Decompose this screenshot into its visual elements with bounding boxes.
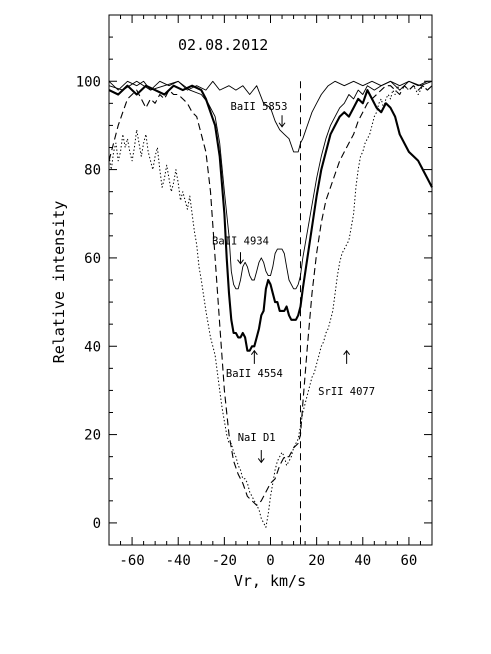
y-tick-label: 60 — [84, 251, 101, 267]
series-baii-5853 — [108, 80, 432, 153]
annotation-arrowhead-srii4077 — [343, 349, 351, 355]
series-baii-4554 — [108, 84, 433, 352]
x-tick-label: 20 — [308, 553, 325, 569]
annotations-group: BaII 5853 BaII 4934 BaII 4554 SrII 4077 NaI … — [212, 101, 375, 464]
x-tick-label: 40 — [354, 553, 371, 569]
plot-border — [108, 14, 433, 546]
x-tick-label: -20 — [212, 553, 237, 569]
series-group — [108, 80, 433, 528]
plot-frame — [108, 14, 433, 546]
annotation-arrowhead-ba4554 — [250, 349, 258, 355]
y-axis-ticks: 0 20 40 60 80 100 — [76, 36, 432, 532]
annotation-ba4554: BaII 4554 — [226, 368, 283, 380]
y-tick-label: 80 — [84, 163, 101, 179]
x-tick-label: 0 — [266, 553, 274, 569]
annotation-nad1: NaI D1 — [238, 432, 276, 444]
y-tick-label: 100 — [76, 74, 101, 90]
annotation-arrowhead-ba5853 — [278, 122, 286, 128]
annotation-arrowhead-ba4934 — [237, 259, 244, 265]
x-tick-label: -60 — [119, 553, 144, 569]
series-baii-4934 — [108, 80, 433, 290]
chart-title: 02.08.2012 — [178, 36, 268, 54]
y-axis-label: Relative intensity — [50, 201, 68, 364]
x-tick-label: 60 — [400, 553, 417, 569]
x-tick-label: -40 — [166, 553, 191, 569]
y-tick-label: 0 — [93, 516, 101, 532]
x-axis-label: Vr, km/s — [234, 572, 306, 590]
x-axis-ticks: -60 -40 -20 0 20 40 60 — [108, 15, 433, 569]
y-tick-label: 20 — [84, 428, 101, 444]
annotation-ba4934: BaII 4934 — [212, 236, 269, 248]
series-srii-4077 — [108, 85, 433, 528]
annotation-srii4077: SrII 4077 — [318, 386, 375, 398]
annotation-ba5853: BaII 5853 — [231, 101, 288, 113]
annotation-arrowhead-nad1 — [257, 458, 265, 464]
y-tick-label: 40 — [84, 339, 101, 355]
